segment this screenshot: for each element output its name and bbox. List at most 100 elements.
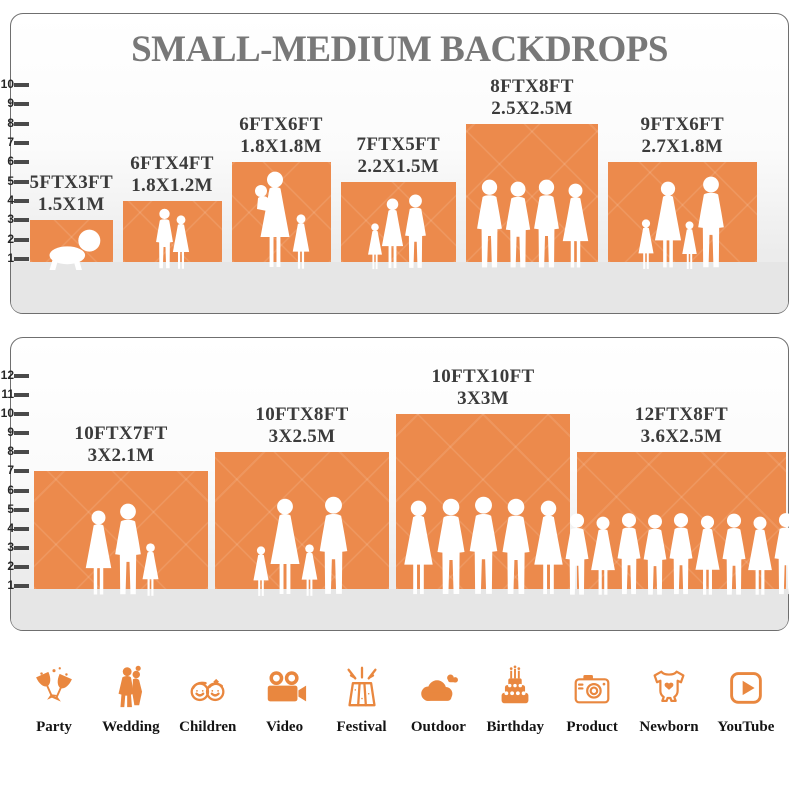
people-silhouettes <box>608 176 757 271</box>
size-meters: 3X2.1M <box>87 445 155 467</box>
backdrop-size-label: 10FTX7FT 3X2.1M <box>36 423 206 467</box>
category-label: Wedding <box>102 719 160 735</box>
ruler-tick <box>14 469 29 474</box>
category-label: Party <box>36 719 72 735</box>
category-outdoor: Outdoor <box>400 664 476 736</box>
category-label: Festival <box>336 719 387 735</box>
ruler-bottom: 1 2 3 4 5 6 7 8 9 10 11 12 <box>1 338 788 630</box>
size-meters: 2.2X1.5M <box>357 155 440 177</box>
ruler-number: 1 <box>7 251 14 265</box>
size-meters: 3X2.5M <box>268 426 336 448</box>
ruler-tick <box>14 121 29 126</box>
bars-bottom: 10FTX7FT 3X2.1M 10FTX8FT 3X2.5M 10FTX10FT 3X3… <box>11 338 788 630</box>
category-row: Party Wedding Children Video Festival Outdoor… <box>16 664 784 736</box>
man-silhouette <box>769 512 800 598</box>
panel-small-medium: SMALL-MEDIUM BACKDROPS 1 2 3 4 5 6 7 8 9 10 5FTX3… <box>1 13 789 314</box>
ruler-number: 10 <box>0 77 14 92</box>
ruler-number: 2 <box>7 558 14 573</box>
ruler-number: 6 <box>7 482 14 497</box>
size-feet: 8FTX8FT <box>490 75 574 97</box>
backdrop-size-label: 6FTX4FT 1.8X1.2M <box>87 153 257 197</box>
category-label: Video <box>266 719 304 735</box>
backdrop-6ftx4ft <box>122 201 222 262</box>
ruler-number: 5 <box>7 501 14 516</box>
girl-silhouette <box>139 543 162 598</box>
ruler-top: 1 2 3 4 5 6 7 8 9 10 <box>1 14 788 313</box>
backdrop-size-label: 10FTX10FT 3X3M <box>398 366 568 410</box>
backdrop-size-label: 9FTX6FT 2.7X1.8M <box>597 114 767 158</box>
ruler-number: 4 <box>7 520 14 535</box>
category-party: Party <box>16 664 92 736</box>
backdrop-size-label: 10FTX8FT 3X2.5M <box>217 404 387 448</box>
people-silhouettes <box>341 194 457 271</box>
man-silhouette <box>400 194 431 271</box>
ruler-number: 7 <box>7 463 14 478</box>
outdoor-icon <box>421 674 459 701</box>
birthday-icon <box>501 665 529 704</box>
people-silhouettes <box>577 512 786 598</box>
ruler-tick <box>14 102 29 107</box>
people-silhouettes <box>34 503 208 598</box>
backdrop-9ftx6ft <box>608 162 757 262</box>
ruler-tick <box>14 237 29 242</box>
ruler-number: 7 <box>7 135 14 150</box>
backdrop-size-label: 8FTX8FT 2.5X2.5M <box>447 76 617 120</box>
size-feet: 6FTX6FT <box>239 114 323 136</box>
size-feet: 9FTX6FT <box>640 114 724 136</box>
ruler-number: 3 <box>7 539 14 554</box>
ruler-tick <box>14 218 29 223</box>
woman-silhouette <box>557 183 594 271</box>
size-feet: 7FTX5FT <box>356 133 440 155</box>
ruler-number: 2 <box>7 231 14 246</box>
size-meters: 1.8X1.8M <box>240 136 322 158</box>
category-children: Children <box>170 664 246 736</box>
ruler-number: 8 <box>7 115 14 130</box>
people-silhouettes <box>396 496 570 598</box>
people-silhouettes <box>123 208 222 271</box>
ruler-tick <box>14 488 29 493</box>
backdrop-10ftx8ft <box>215 452 389 589</box>
size-meters: 1.8X1.2M <box>131 175 213 197</box>
ruler-number: 8 <box>7 444 14 459</box>
size-feet: 10FTX7FT <box>74 423 168 445</box>
category-label: YouTube <box>717 719 775 735</box>
ruler-number: 11 <box>1 387 14 402</box>
backdrop-size-label: 12FTX8FT 3.6X2.5M <box>596 404 766 448</box>
party-icon <box>36 667 72 702</box>
category-video: Video <box>247 664 323 736</box>
category-label: Outdoor <box>410 719 466 735</box>
ruler-tick <box>14 374 29 378</box>
ruler-number: 1 <box>7 578 14 592</box>
size-meters: 2.7X1.8M <box>641 136 724 158</box>
category-label: Children <box>179 719 237 735</box>
size-feet: 10FTX8FT <box>255 404 349 426</box>
backdrop-size-label: 5FTX3FT 1.5X1M <box>0 172 156 216</box>
ruler-tick <box>14 199 29 203</box>
children-icon <box>190 678 225 702</box>
panel-medium-large: 1 2 3 4 5 6 7 8 9 10 11 12 10FTX7FT 3X2.1M 10FTX8FT 3X… <box>1 337 789 631</box>
festival-icon <box>346 666 377 707</box>
size-feet: 5FTX3FT <box>29 172 113 194</box>
category-birthday: Birthday <box>477 664 553 736</box>
people-silhouettes <box>232 171 331 271</box>
ruler-tick <box>14 179 29 184</box>
girl-silhouette <box>289 214 313 271</box>
category-festival: Festival <box>324 664 400 736</box>
category-youtube: YouTube <box>708 664 784 736</box>
size-feet: 6FTX4FT <box>130 153 214 174</box>
ruler-tick <box>14 141 29 146</box>
ruler-tick <box>14 431 29 436</box>
ruler-number: 9 <box>7 96 14 111</box>
people-silhouettes <box>466 179 598 271</box>
ruler-number: 4 <box>7 193 14 207</box>
category-label: Birthday <box>486 719 544 735</box>
ruler-tick <box>14 257 29 261</box>
category-wedding: Wedding <box>93 664 169 736</box>
size-meters: 2.5X2.5M <box>491 97 573 119</box>
wedding-icon <box>118 665 142 708</box>
man-silhouette <box>313 496 354 598</box>
ruler-number: 10 <box>0 406 14 421</box>
backdrop-size-label: 7FTX5FT 2.2X1.5M <box>313 134 483 178</box>
ruler-number: 9 <box>7 425 14 440</box>
